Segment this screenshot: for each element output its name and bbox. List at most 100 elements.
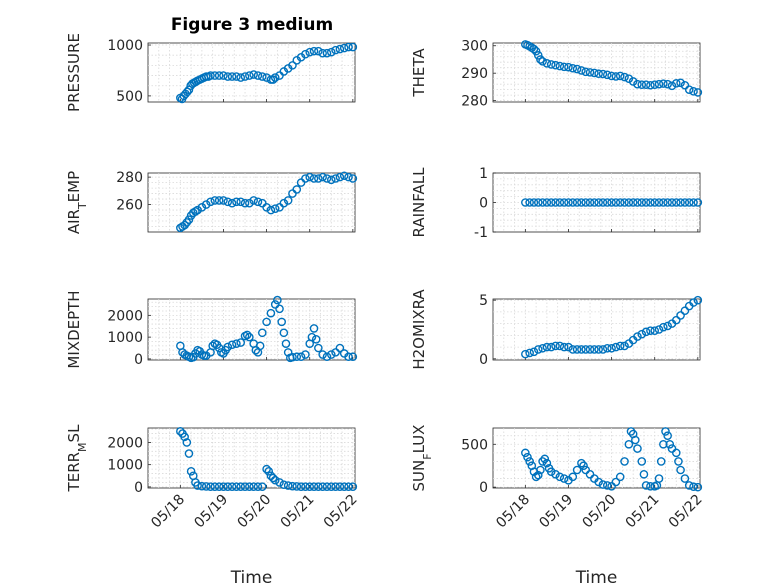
y-axis-label: AIRTEMP [65, 171, 89, 234]
data-point [219, 482, 228, 491]
data-point [533, 198, 543, 207]
data-point [536, 465, 545, 475]
figure-title: Figure 3 medium [171, 15, 333, 35]
data-point [326, 47, 336, 57]
data-point [590, 198, 599, 207]
data-point [331, 482, 340, 491]
y-tick-label: 500 [461, 437, 488, 453]
y-tick-label: -1 [474, 225, 488, 241]
data-point [245, 482, 254, 491]
data-point [268, 473, 278, 483]
data-point [568, 198, 578, 207]
subplot-6: 0 5 H2OMIXRA [410, 289, 703, 370]
data-point [598, 69, 608, 79]
data-point [538, 198, 547, 207]
data-point [602, 343, 612, 353]
data-point [693, 482, 703, 492]
data-point [529, 347, 539, 357]
data-point [311, 335, 321, 344]
y-tick-label: 2000 [107, 435, 143, 451]
data-point [577, 345, 586, 354]
data-point [270, 300, 280, 309]
data-point [525, 457, 534, 466]
data-point [227, 482, 237, 491]
data-point [615, 472, 625, 482]
subplot-8: 0 500 05/18 05/19 05/20 05/21 05/22 SUNFLUX Time [410, 425, 706, 583]
data-point [667, 444, 677, 453]
data-point [671, 79, 681, 88]
data-point [568, 63, 578, 73]
data-point [251, 345, 261, 355]
data-point [626, 427, 636, 436]
data-point [232, 339, 241, 348]
x-tick-label: 05/18 [148, 492, 188, 532]
data-point [538, 457, 547, 466]
data-point [331, 45, 340, 55]
data-point [206, 482, 215, 491]
data-point [257, 72, 267, 81]
y-tick-label: 0 [134, 352, 143, 368]
data-point [551, 60, 560, 70]
data-point [689, 198, 698, 207]
data-point [270, 73, 280, 82]
data-point [253, 482, 263, 491]
data-point [322, 48, 332, 58]
data-point [639, 469, 649, 479]
data-point [193, 481, 202, 490]
y-tick-label: 0 [479, 196, 488, 212]
subplot-2: 280 290 300 THETA [410, 39, 703, 110]
data-point [607, 481, 616, 491]
data-point [585, 345, 595, 354]
data-point [633, 79, 642, 89]
y-axis-label: H2OMIXRA [410, 289, 428, 370]
y-tick-label: 2000 [107, 308, 143, 324]
data-point [577, 198, 586, 207]
data-point [559, 342, 569, 352]
data-point [646, 326, 655, 335]
data-point [650, 198, 660, 207]
data-point [663, 431, 672, 441]
data-point [661, 427, 670, 436]
data-point [620, 198, 629, 207]
data-point [268, 75, 278, 84]
data-point [637, 329, 647, 339]
subplot-3: 260 280 AIRTEMP [65, 170, 358, 234]
data-point [266, 471, 276, 481]
x-tick-label: 05/20 [580, 492, 620, 532]
x-tick-label: 05/21 [278, 492, 318, 532]
data-point [283, 196, 293, 205]
data-point [279, 198, 289, 208]
data-point [559, 62, 569, 72]
data-point [598, 345, 608, 354]
y-tick-label: 280 [116, 170, 143, 186]
data-point [296, 352, 306, 362]
data-point [559, 198, 569, 207]
x-tick-label: 05/22 [321, 492, 361, 532]
y-axis-label: MIXDEPTH [65, 290, 83, 368]
data-point [210, 196, 220, 205]
data-point [525, 348, 534, 358]
data-point [236, 73, 246, 82]
data-point [326, 175, 336, 185]
data-point [633, 332, 642, 341]
data-point [249, 482, 258, 491]
data-point [296, 482, 306, 491]
data-point [314, 174, 323, 183]
data-point [253, 197, 263, 207]
data-point [348, 482, 358, 491]
y-axis-label: THETA [410, 48, 428, 98]
data-point [305, 172, 315, 182]
data-point [581, 67, 591, 77]
data-point [628, 198, 638, 207]
data-point [602, 198, 612, 207]
data-point [283, 348, 293, 357]
data-point [322, 352, 332, 362]
data-point [631, 435, 640, 445]
data-point [684, 85, 694, 94]
data-point [242, 330, 252, 340]
data-point [551, 341, 560, 351]
y-tick-label: 0 [134, 480, 143, 496]
data-point [279, 480, 289, 489]
data-point [572, 198, 582, 207]
